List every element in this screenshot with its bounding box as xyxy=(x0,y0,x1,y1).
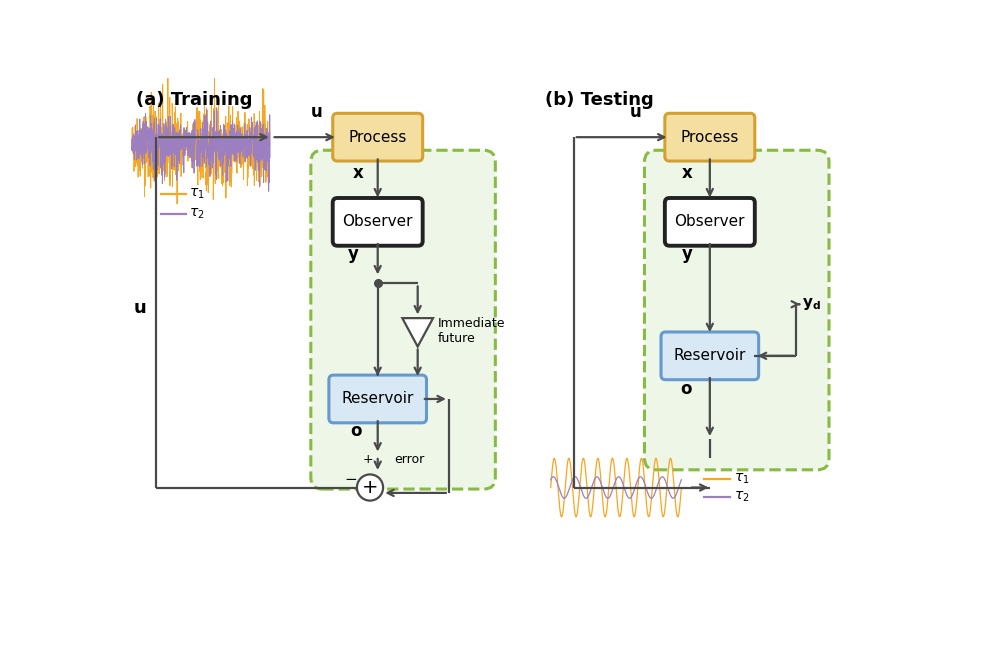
Text: $\mathbf{y_d}$: $\mathbf{y_d}$ xyxy=(803,296,821,312)
Text: (b) Testing: (b) Testing xyxy=(546,91,654,109)
Text: Observer: Observer xyxy=(342,214,413,229)
Text: (a) Training: (a) Training xyxy=(136,91,252,109)
FancyBboxPatch shape xyxy=(645,151,829,470)
Text: $\tau_1$: $\tau_1$ xyxy=(734,472,749,486)
Text: $\mathbf{y}$: $\mathbf{y}$ xyxy=(347,247,359,265)
Text: Observer: Observer xyxy=(675,214,745,229)
Text: $\mathbf{x}$: $\mathbf{x}$ xyxy=(352,164,365,182)
Text: Process: Process xyxy=(681,130,739,145)
Text: $\tau_2$: $\tau_2$ xyxy=(189,207,205,221)
Text: $\mathbf{u}$: $\mathbf{u}$ xyxy=(310,103,322,121)
Text: $\mathbf{x}$: $\mathbf{x}$ xyxy=(681,164,693,182)
FancyBboxPatch shape xyxy=(665,198,755,246)
Text: Process: Process xyxy=(348,130,407,145)
Text: −: − xyxy=(344,472,357,487)
Text: $\tau_1$: $\tau_1$ xyxy=(189,187,205,201)
Text: $\mathbf{o}$: $\mathbf{o}$ xyxy=(350,422,362,440)
Text: $\mathbf{y}$: $\mathbf{y}$ xyxy=(681,247,693,265)
Polygon shape xyxy=(403,318,434,347)
FancyBboxPatch shape xyxy=(665,114,755,161)
Text: error: error xyxy=(395,453,425,466)
FancyBboxPatch shape xyxy=(310,151,495,489)
FancyBboxPatch shape xyxy=(332,198,423,246)
FancyBboxPatch shape xyxy=(329,375,427,423)
FancyBboxPatch shape xyxy=(661,332,759,380)
Circle shape xyxy=(357,474,383,500)
Text: $\mathbf{u}$: $\mathbf{u}$ xyxy=(629,103,642,121)
FancyBboxPatch shape xyxy=(332,114,423,161)
Text: Immediate
future: Immediate future xyxy=(437,317,505,345)
Text: $\mathbf{o}$: $\mathbf{o}$ xyxy=(681,380,693,398)
Text: +: + xyxy=(362,453,373,466)
Text: +: + xyxy=(362,478,378,497)
Text: $\mathbf{u}$: $\mathbf{u}$ xyxy=(133,299,146,317)
Text: Reservoir: Reservoir xyxy=(341,391,414,406)
Text: Reservoir: Reservoir xyxy=(674,349,746,363)
Text: $\tau_2$: $\tau_2$ xyxy=(734,489,749,504)
